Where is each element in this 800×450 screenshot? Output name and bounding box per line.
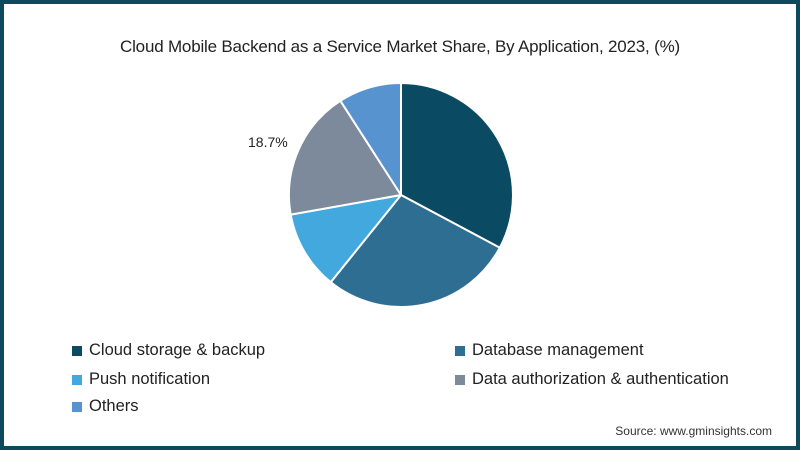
- legend-item-database-management[interactable]: Database management: [455, 341, 644, 360]
- legend-item-others[interactable]: Others: [72, 397, 139, 416]
- legend-item-cloud-storage[interactable]: Cloud storage & backup: [72, 341, 265, 360]
- slice-others[interactable]: [339, 82, 402, 196]
- legend-label: Database management: [472, 341, 644, 359]
- legend-swatch-icon: [72, 401, 82, 412]
- legend-swatch-icon: [455, 374, 465, 385]
- chart-title: Cloud Mobile Backend as a Service Market…: [120, 37, 680, 56]
- slice-push-notification[interactable]: [289, 194, 402, 284]
- slice-data-authorization-authentication[interactable]: [287, 99, 402, 216]
- slice-database-management[interactable]: [329, 194, 501, 308]
- legend-swatch-icon: [72, 374, 82, 385]
- legend-label: Data authorization & authentication: [472, 370, 729, 388]
- source-note: Source: www.gminsights.com: [615, 424, 772, 438]
- legend-label: Others: [89, 397, 139, 415]
- legend-item-data-authorization[interactable]: Data authorization & authentication: [455, 370, 729, 389]
- legend-label: Push notification: [89, 370, 211, 388]
- slice-cloud-storage-backup[interactable]: [400, 82, 514, 249]
- legend-swatch-icon: [455, 345, 465, 356]
- legend-swatch-icon: [72, 345, 82, 356]
- legend-label: Cloud storage & backup: [89, 341, 266, 359]
- data-label-data-authorization: 18.7%: [248, 134, 288, 150]
- legend-item-push-notification[interactable]: Push notification: [72, 370, 210, 389]
